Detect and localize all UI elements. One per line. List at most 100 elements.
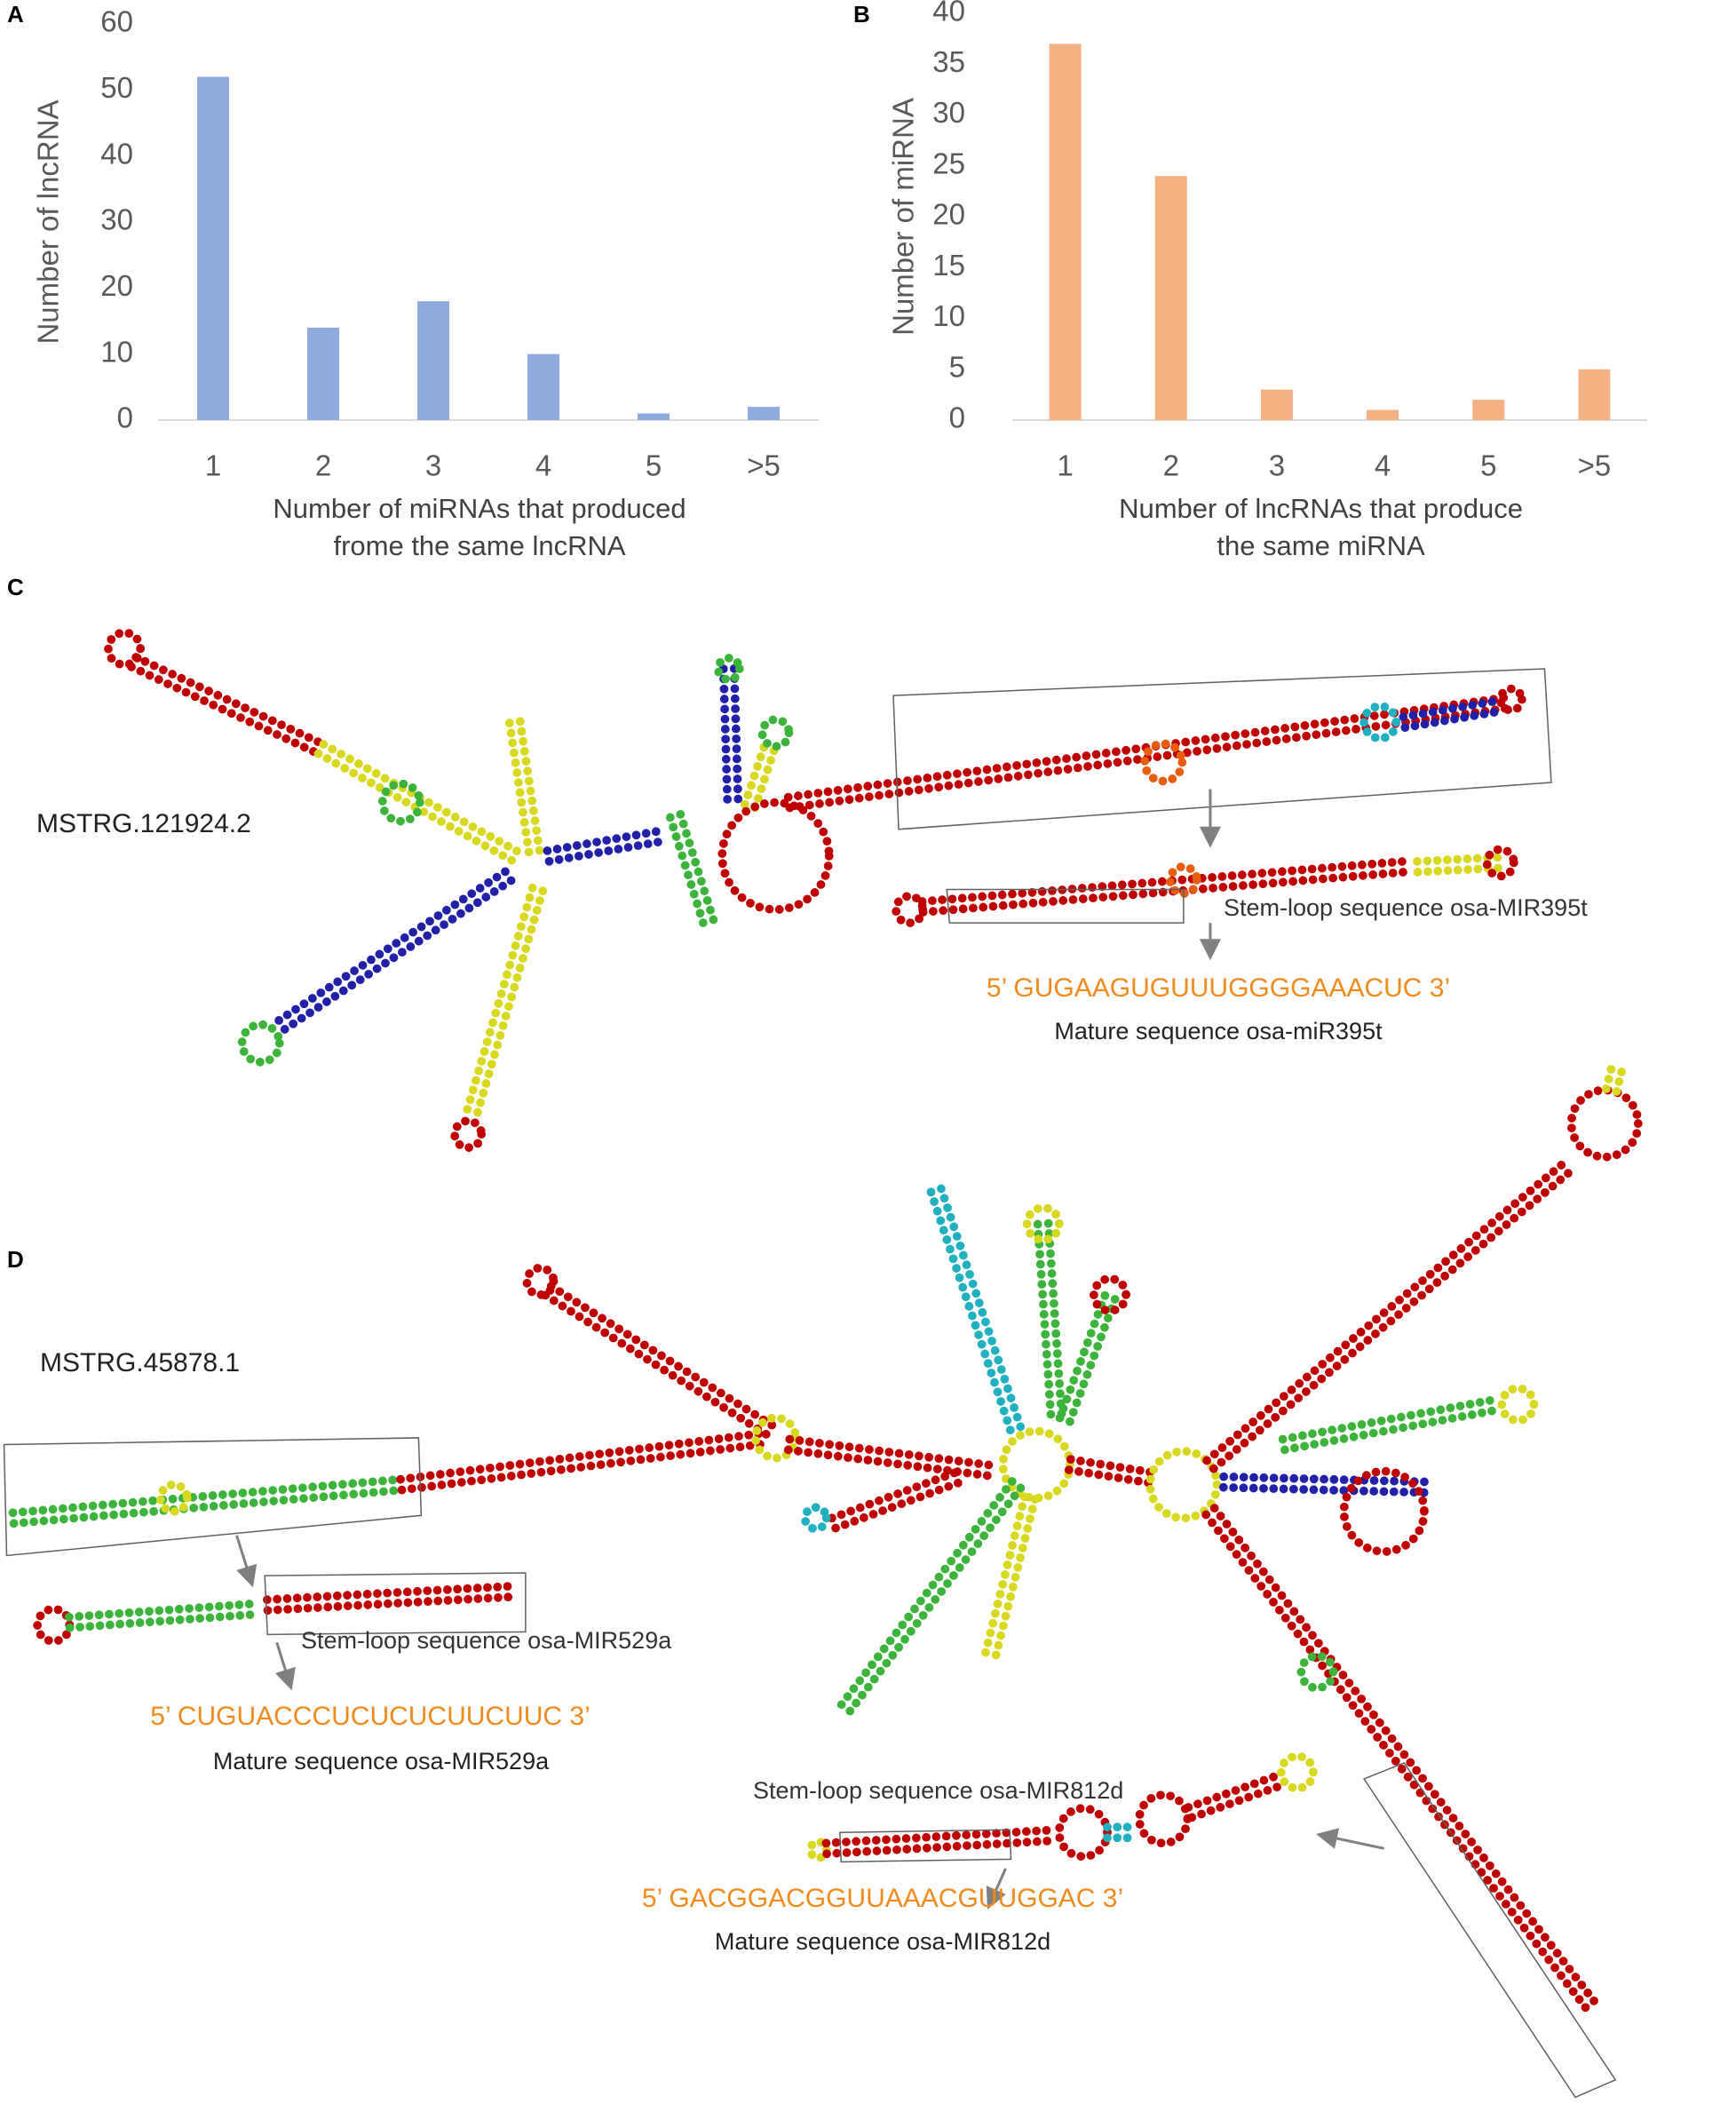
rna-stem — [990, 1495, 1040, 1664]
rna-loop — [757, 715, 794, 751]
bar — [527, 353, 559, 420]
transcript-name: MSTRG.45878.1 — [40, 1348, 240, 1378]
bar — [417, 301, 449, 420]
rna-loop — [1359, 702, 1401, 743]
y-tick-label: 10 — [932, 299, 965, 332]
x-tick-label: 1 — [205, 449, 221, 482]
rna-stem — [504, 719, 535, 861]
arrow — [235, 1535, 258, 1588]
x-tick-label: 3 — [425, 449, 441, 482]
rna-stem — [1612, 1060, 1628, 1096]
bar — [1367, 409, 1399, 420]
rna-stem — [665, 813, 709, 929]
x-tick-label: 3 — [1269, 449, 1285, 482]
x-tick-label: 2 — [315, 449, 331, 482]
rna-stem — [1201, 1510, 1592, 2014]
y-tick-label: 25 — [932, 147, 965, 179]
rna-stem — [1202, 1155, 1573, 1465]
y-tick-label: 35 — [932, 45, 965, 78]
rna-stem — [1033, 1219, 1056, 1423]
rna-stem — [1280, 1405, 1503, 1455]
rna-stem — [471, 886, 548, 1123]
rna-stem — [785, 1434, 1002, 1471]
rna-loop — [450, 1116, 487, 1153]
rna-stem — [263, 1592, 513, 1616]
panel-label: C — [7, 574, 24, 600]
arrow — [1316, 1828, 1385, 1850]
rna-stem — [917, 856, 1408, 906]
rna-loop — [1135, 1790, 1193, 1848]
rna-stem — [461, 883, 537, 1120]
x-tick-label: 4 — [1375, 449, 1391, 482]
highlight-box — [892, 668, 1552, 830]
rna-stem — [834, 1477, 1017, 1713]
bar — [748, 407, 780, 420]
rna-stem — [783, 1445, 1001, 1481]
rna-stem — [65, 1609, 259, 1632]
rna-structures — [3, 628, 1643, 2099]
rna-loop — [104, 628, 146, 670]
x-tick-label: 1 — [1057, 449, 1073, 482]
rna-loop — [1276, 1751, 1318, 1793]
bar — [1472, 400, 1505, 420]
bar — [307, 327, 339, 420]
y-tick-label: 30 — [100, 203, 133, 236]
y-tick-label: 20 — [100, 269, 133, 302]
rna-stem — [131, 653, 328, 749]
rna-loop — [800, 1503, 831, 1534]
y-tick-label: 40 — [932, 0, 965, 28]
x-axis-title: the same miRNA — [1217, 530, 1425, 561]
rna-stem — [1218, 1482, 1436, 1497]
x-tick-label: >5 — [747, 449, 781, 482]
rna-stem — [785, 703, 1517, 813]
bar — [638, 413, 670, 420]
rna-stem — [546, 1282, 783, 1434]
mature-sequence: 5’ CUGUACCCUCUCUCUUCUUC 3’ — [150, 1702, 591, 1731]
x-axis-title: Number of miRNAs that produced — [273, 493, 686, 524]
rna-stem — [541, 1290, 778, 1443]
rna-loop — [522, 1263, 559, 1299]
rna-stem — [842, 1483, 1026, 1720]
rna-loop — [1339, 1466, 1429, 1556]
mature-label: Mature sequence osa-MIR529a — [213, 1748, 550, 1775]
x-tick-label: 5 — [646, 449, 662, 482]
rna-stem — [1043, 1219, 1066, 1422]
x-axis-title: Number of lncRNAs that produce — [1119, 493, 1523, 524]
bar — [1260, 389, 1293, 420]
rna-loop — [717, 798, 834, 914]
rna-stem — [1219, 1472, 1436, 1487]
mature-label: Mature sequence osa-miR395t — [1054, 1018, 1383, 1044]
rna-loop — [1140, 739, 1187, 786]
panel-label: A — [7, 1, 24, 28]
transcript-name: MSTRG.121924.2 — [36, 809, 251, 838]
x-tick-label: 2 — [1163, 449, 1179, 482]
rna-stem — [8, 1474, 406, 1518]
rna-loop — [1090, 1274, 1130, 1315]
rna-stem — [313, 749, 517, 866]
rna-stem — [64, 1599, 258, 1622]
y-tick-label: 0 — [117, 401, 133, 434]
y-tick-label: 5 — [949, 350, 965, 383]
rna-loop — [1497, 1384, 1539, 1425]
rna-stem — [397, 1439, 774, 1495]
bar — [1578, 369, 1611, 420]
mature-label: Mature sequence osa-MIR812d — [715, 1928, 1050, 1955]
y-axis-title: Number of miRNA — [887, 98, 920, 336]
rna-stem — [979, 1492, 1029, 1662]
highlight-box — [3, 1437, 423, 1557]
x-axis-title: frome the same lncRNA — [333, 530, 625, 561]
rna-loop — [1022, 1203, 1064, 1244]
rna-loop — [1482, 845, 1518, 881]
highlight-box — [1362, 1761, 1617, 2099]
rna-stem — [9, 1485, 407, 1528]
rna-stem — [1601, 1057, 1618, 1093]
rna-stem — [676, 809, 718, 926]
panel-label: D — [7, 1246, 24, 1273]
rna-stem — [821, 1825, 1061, 1848]
rna-loop — [377, 779, 424, 826]
rna-loop — [750, 1413, 800, 1463]
rna-stem — [739, 742, 769, 813]
rna-stem — [127, 663, 323, 758]
rna-stem — [749, 746, 779, 815]
